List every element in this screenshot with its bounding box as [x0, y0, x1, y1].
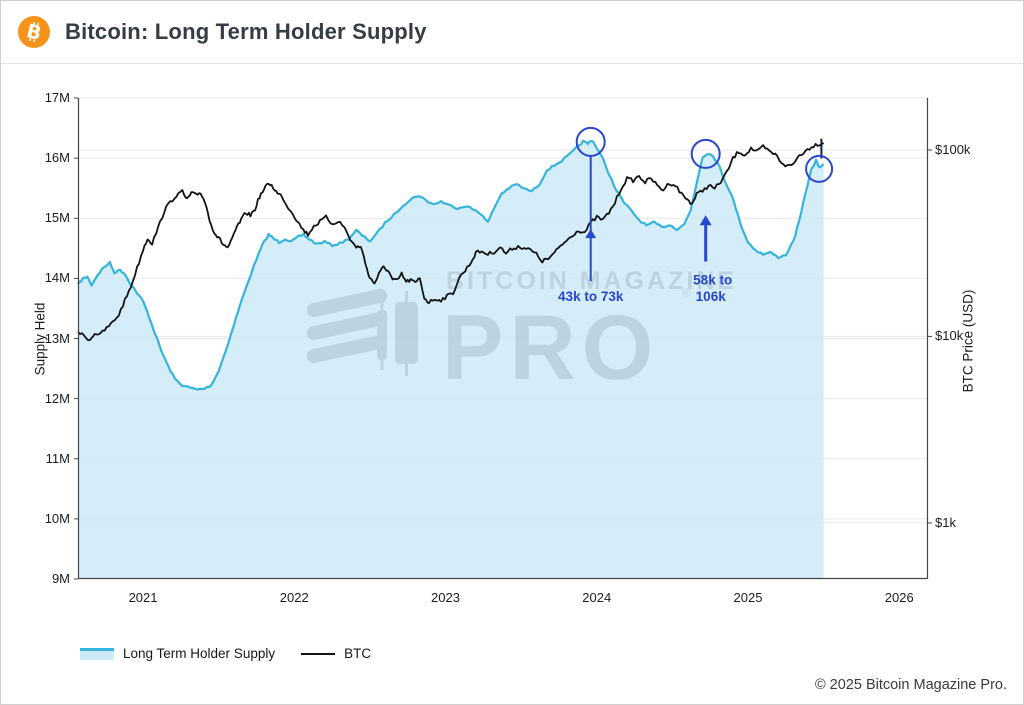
- copyright: © 2025 Bitcoin Magazine Pro.: [814, 677, 1007, 693]
- legend-label-btc: BTC: [344, 646, 372, 661]
- left-axis-title: Supply Held: [32, 302, 48, 376]
- bitcoin-icon: B: [18, 16, 50, 48]
- x-axis-tick-label: 2026: [884, 590, 914, 605]
- header: B Bitcoin: Long Term Holder Supply: [1, 1, 1023, 64]
- lth-supply-area: [78, 140, 824, 579]
- btc-price-line: [77, 142, 825, 342]
- page-title: Bitcoin: Long Term Holder Supply: [65, 19, 427, 44]
- y-right-tick-label: $10k: [935, 328, 964, 344]
- y-left-tick-label: 17M: [44, 90, 70, 105]
- y-left-tick-label: 11M: [45, 450, 70, 466]
- y-left-tick-label: 9M: [51, 571, 70, 586]
- legend-item-btc[interactable]: BTC: [301, 646, 371, 661]
- svg-text:106k: 106k: [696, 289, 727, 304]
- legend: Long Term Holder Supply BTC: [80, 646, 371, 661]
- y-left-tick-label: 13M: [44, 330, 70, 346]
- svg-text:58k to: 58k to: [693, 273, 732, 288]
- y-left-tick-label: 10M: [44, 510, 70, 526]
- y-left-tick-label: 14M: [44, 270, 70, 286]
- annotation-lth-current-mid-2025: [805, 138, 834, 183]
- y-right-tick-label: $100k: [935, 141, 971, 157]
- svg-text:B: B: [24, 20, 43, 45]
- watermark-reg-mark: ®: [682, 286, 691, 300]
- btc-line-swatch: [301, 652, 336, 655]
- x-axis-tick-label: 2025: [733, 590, 763, 605]
- x-axis-tick-label: 2021: [128, 590, 158, 605]
- y-left-tick-label: 16M: [44, 150, 70, 166]
- legend-label-lth: Long Term Holder Supply: [123, 646, 276, 661]
- x-axis-tick-label: 2022: [279, 590, 309, 605]
- lth-supply-line: [77, 139, 825, 391]
- x-axis-tick-label: 2023: [431, 590, 460, 605]
- bitcoin-magazine-logo-icon: [306, 288, 418, 376]
- chart-region: BITCOIN MAGAZINE ® PRO 43k to 73k 58k to 10…: [1, 64, 1023, 624]
- watermark-product: PRO: [442, 297, 659, 399]
- annotation-lth-peak-dec-2023: 43k to 73k: [558, 126, 624, 304]
- y-left-tick-label: 12M: [44, 390, 70, 406]
- x-axis-tick-label: 2024: [582, 590, 612, 605]
- right-axis-title: BTC Price (USD): [960, 289, 976, 393]
- y-left-tick-label: 15M: [44, 210, 70, 226]
- svg-text:43k to 73k: 43k to 73k: [558, 289, 624, 304]
- lth-area-swatch: [80, 647, 114, 660]
- y-right-tick-label: $1k: [935, 514, 956, 530]
- legend-item-lth[interactable]: Long Term Holder Supply: [80, 646, 275, 661]
